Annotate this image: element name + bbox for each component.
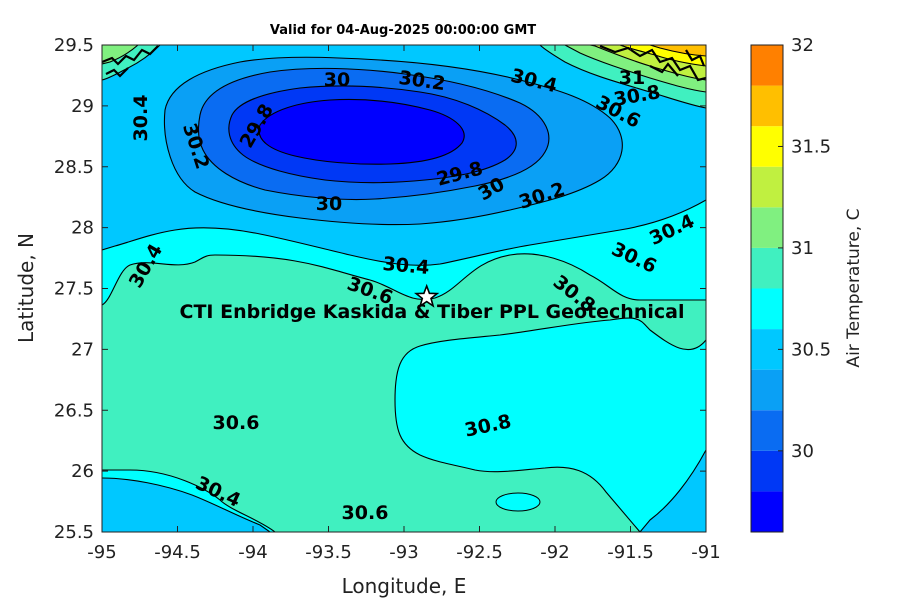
contour-label: 30.6 (213, 412, 260, 434)
contour-map (102, 45, 706, 532)
contour-label: 30.4 (130, 95, 152, 142)
colorbar-segment (751, 207, 783, 248)
contour-labels: 30 30.2 30.4 30.4 30.2 29.8 29.8 30 30.2… (125, 65, 698, 524)
small-cool-island (495, 492, 541, 512)
band-29-6 (259, 99, 465, 165)
colorbar-tick-label: 31.5 (791, 136, 831, 157)
colorbar-segment (751, 491, 783, 532)
colorbar-frame (750, 44, 784, 533)
colorbar-segment (751, 369, 783, 411)
x-tick-label: -92 (540, 542, 569, 563)
x-tick-label: -91 (691, 542, 720, 563)
colorbar-segment (751, 410, 783, 451)
x-tick-label: -94 (238, 542, 267, 563)
x-tick-label: -93.5 (305, 542, 352, 563)
colorbar-segment (751, 85, 783, 127)
contour-label: 30 (316, 193, 342, 215)
contour-label: 31 (619, 67, 645, 89)
colorbar-tick-label: 32 (791, 35, 814, 56)
colorbar-segment (751, 329, 783, 370)
band-30-4-east (640, 450, 706, 532)
x-tick-label: -91.5 (607, 542, 654, 563)
y-axis: 25.5 26 26.5 27 27.5 28 28.5 29 29.5 (54, 35, 706, 543)
y-tick-label: 25.5 (54, 522, 94, 543)
warm-pocket-northeast-5 (650, 45, 706, 56)
y-tick-label: 28 (71, 218, 94, 239)
x-tick-label: -93 (389, 542, 418, 563)
y-tick-label: 28.5 (54, 157, 94, 178)
colorbar-label: Air Temperature, C (844, 208, 864, 367)
colorbar-tick-label: 30.5 (791, 339, 831, 360)
site-label: CTI Enbridge Kaskida & Tiber PPL Geotech… (180, 301, 685, 323)
contour-lines (102, 45, 706, 532)
colorbar-segment (751, 247, 783, 289)
band-30-8-west (102, 253, 706, 532)
y-tick-label: 27 (71, 339, 94, 360)
colorbar-segment (751, 288, 783, 330)
x-tick-label: -95 (87, 542, 116, 563)
chart-title: Valid for 04-Aug-2025 00:00:00 GMT (269, 23, 537, 38)
y-axis-label: Latitude, N (14, 233, 38, 343)
colorbar-segment (751, 126, 783, 167)
y-tick-label: 26 (71, 461, 94, 482)
site-annotation: CTI Enbridge Kaskida & Tiber PPL Geotech… (180, 283, 685, 323)
y-tick-label: 29.5 (54, 35, 94, 56)
y-tick-label: 29 (71, 96, 94, 117)
x-tick-label: -92.5 (456, 542, 503, 563)
x-axis: -95 -94.5 -94 -93.5 -93 -92.5 -92 -91.5 -91 (87, 45, 721, 563)
x-tick-label: -94.5 (154, 542, 201, 563)
contour-label: 30 (324, 69, 350, 91)
site-star-marker (413, 283, 440, 308)
colorbar-tick-label: 31 (791, 238, 814, 259)
y-tick-label: 26.5 (54, 400, 94, 421)
y-tick-label: 27.5 (54, 279, 94, 300)
coastline (102, 45, 706, 82)
band-30-4-south (102, 478, 270, 532)
colorbar-segment (751, 45, 783, 86)
contour-label: 30.6 (342, 502, 389, 524)
colorbar: 30 30.5 31 31.5 32 (751, 35, 831, 532)
contour-label: 30.4 (382, 253, 431, 279)
colorbar-segment (751, 450, 783, 492)
x-axis-label: Longitude, E (342, 574, 467, 598)
colorbar-segment (751, 166, 783, 208)
colorbar-tick-label: 30 (791, 441, 814, 462)
